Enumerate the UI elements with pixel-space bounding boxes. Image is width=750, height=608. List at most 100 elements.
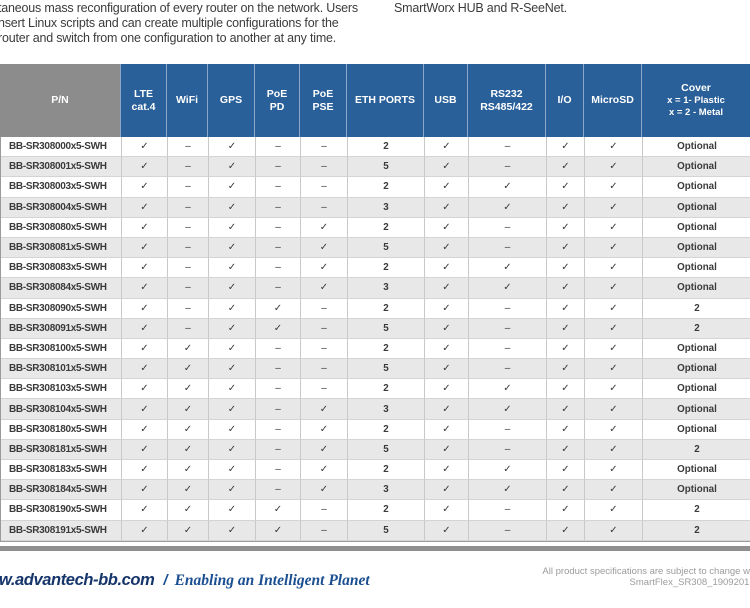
column-header-usb: USB [423, 64, 467, 137]
spec-cell: – [167, 318, 208, 339]
spec-cell: ✓ [424, 460, 468, 481]
column-header-microsd: MicroSD [583, 64, 641, 137]
spec-cell: – [167, 157, 208, 178]
spec-cell: ✓ [424, 298, 468, 319]
spec-cell: 3 [347, 399, 424, 420]
spec-cell: ✓ [121, 318, 167, 339]
spec-cell: ✓ [546, 237, 584, 259]
pn-cell: BB-SR308080x5-SWH [1, 218, 121, 238]
spec-cell: ✓ [584, 177, 642, 198]
spec-cell: – [468, 157, 546, 178]
spec-cell: ✓ [546, 520, 584, 541]
table-row: BB-SR308100x5-SWH ✓ ✓ ✓ – –2 ✓ – ✓ ✓ Optional [1, 338, 750, 360]
spec-cell: 2 [642, 318, 750, 339]
spec-cell: – [300, 359, 347, 380]
footer-note: All product specifications are subject t… [542, 566, 750, 588]
spec-cell: 5 [347, 439, 424, 460]
spec-cell: ✓ [208, 217, 255, 238]
pn-cell: BB-SR308101x5-SWH [1, 359, 121, 380]
spec-cell: ✓ [546, 399, 584, 420]
spec-cell: ✓ [584, 278, 642, 299]
spec-cell: ✓ [167, 480, 208, 501]
spec-cell: – [468, 318, 546, 339]
table-row: BB-SR308183x5-SWH ✓ ✓ ✓ – ✓ 2 ✓ ✓ ✓ ✓ Optional [1, 460, 750, 481]
pn-cell: BB-SR308081x5-SWH [1, 238, 121, 259]
spec-cell: 5 [347, 359, 424, 380]
spec-cell: Optional [642, 177, 750, 198]
spec-cell: ✓ [546, 500, 584, 521]
column-header-lte: LTE cat.4 [120, 64, 166, 137]
pn-cell: BB-SR308183x5-SWH [1, 460, 121, 481]
spec-cell: ✓ [584, 217, 642, 238]
spec-cell: ✓ [424, 217, 468, 238]
pn-cell: BB-SR308181x5-SWH [1, 440, 121, 460]
spec-cell: ✓ [424, 439, 468, 460]
pn-cell: BB-SR308091x5-SWH [1, 319, 121, 339]
spec-cell: ✓ [584, 460, 642, 481]
spec-cell: ✓ [208, 419, 255, 440]
spec-cell: ✓ [121, 137, 167, 158]
spec-cell: ✓ [121, 379, 167, 400]
spec-cell: ✓ [208, 278, 255, 299]
spec-cell: ✓ [424, 379, 468, 400]
spec-cell: ✓ [468, 197, 546, 218]
spec-cell: – [300, 500, 347, 521]
spec-cell: ✓ [424, 419, 468, 440]
column-header-p-n: P/N [0, 64, 120, 137]
spec-cell: ✓ [584, 137, 642, 158]
spec-cell: – [468, 520, 546, 541]
spec-cell: – [255, 237, 300, 259]
spec-cell: ✓ [208, 137, 255, 158]
spec-cell: – [255, 359, 300, 380]
spec-cell: ✓ [546, 197, 584, 218]
pn-cell: BB-SR308090x5-SWH [1, 299, 121, 319]
column-header-wifi: WiFi [166, 64, 207, 137]
spec-cell: – [167, 237, 208, 259]
spec-cell: Optional [642, 137, 750, 158]
spec-cell: ✓ [167, 399, 208, 420]
spec-cell: ✓ [208, 359, 255, 380]
spec-cell: ✓ [300, 258, 347, 279]
spec-cell: ✓ [121, 258, 167, 279]
spec-cell: ✓ [546, 419, 584, 440]
intro-right-line: SmartWorx HUB and R-SeeNet. [394, 1, 567, 15]
spec-cell: ✓ [424, 197, 468, 218]
pn-cell: BB-SR308180x5-SWH [1, 420, 121, 440]
spec-cell: Optional [642, 157, 750, 178]
intro-paragraph-left: taneous mass reconfiguration of every ro… [0, 1, 398, 47]
table-row: BB-SR308180x5-SWH ✓ ✓ ✓ – ✓ 2 ✓ – ✓ ✓ Optional [1, 419, 750, 440]
spec-cell: ✓ [300, 419, 347, 440]
spec-table: P/N LTE cat.4 WiFi GPS PoE PD PoE PSE ETH PORTS US… [0, 64, 750, 542]
pn-cell: BB-SR308084x5-SWH [1, 278, 121, 299]
table-row: BB-SR308190x5-SWH ✓ ✓ ✓ ✓ –2 ✓ – ✓ ✓ 2 [1, 500, 750, 521]
spec-cell: ✓ [584, 520, 642, 541]
spec-cell: ✓ [584, 338, 642, 360]
footer-note-line-1: All product specifications are subject t… [542, 566, 750, 577]
spec-cell: 2 [642, 439, 750, 460]
footer-tagline: Enabling an Intelligent Planet [174, 572, 370, 589]
spec-cell: – [255, 480, 300, 501]
spec-cell: – [167, 137, 208, 158]
spec-cell: ✓ [546, 157, 584, 178]
column-header-cover: Cover x = 1- Plastic x = 2 - Metal [641, 64, 750, 137]
spec-cell: – [255, 217, 300, 238]
intro-line-1: taneous mass reconfiguration of every ro… [0, 1, 358, 15]
spec-cell: Optional [642, 419, 750, 440]
column-header-poe: PoE PD [254, 64, 299, 137]
spec-cell: 2 [347, 217, 424, 238]
spec-cell: ✓ [424, 237, 468, 259]
spec-cell: ✓ [300, 278, 347, 299]
spec-cell: ✓ [546, 359, 584, 380]
intro-paragraph-right: SmartWorx HUB and R-SeeNet. [394, 1, 567, 15]
spec-cell: – [255, 439, 300, 460]
spec-cell: – [255, 338, 300, 360]
spec-cell: – [300, 197, 347, 218]
website-link[interactable]: w.advantech-bb.com [0, 571, 155, 589]
spec-cell: ✓ [121, 338, 167, 360]
column-header-eth-ports: ETH PORTS [346, 64, 423, 137]
spec-cell: ✓ [167, 439, 208, 460]
spec-cell: – [255, 460, 300, 481]
spec-cell: ✓ [121, 480, 167, 501]
table-row: BB-SR308080x5-SWH ✓ – ✓ – ✓ 2 ✓ – ✓ ✓ Optional [1, 217, 750, 238]
intro-line-3: router and switch from one configuration… [0, 31, 337, 46]
